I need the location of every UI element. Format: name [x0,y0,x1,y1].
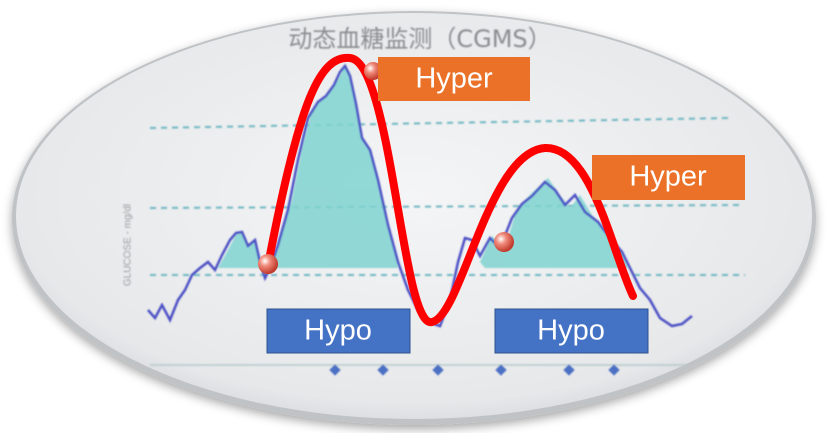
hypo-label: Hypo [304,315,372,347]
hypo-box: Hypo [494,308,649,354]
hyper-box: Hyper [592,155,745,200]
marker-dot [364,62,382,80]
hyper-label: Hyper [629,161,707,193]
marker-dot [258,254,278,274]
hyper-box: Hyper [378,57,530,101]
marker-dot [494,232,514,252]
y-axis-label: GLUCOSE - mg/dl [123,204,134,286]
hyper-label: Hyper [415,63,493,95]
trend-curve [266,53,637,326]
hypo-box: Hypo [266,308,411,354]
hypo-label: Hypo [537,315,605,347]
chart-title: 动态血糖监测（CGMS） [288,25,551,53]
